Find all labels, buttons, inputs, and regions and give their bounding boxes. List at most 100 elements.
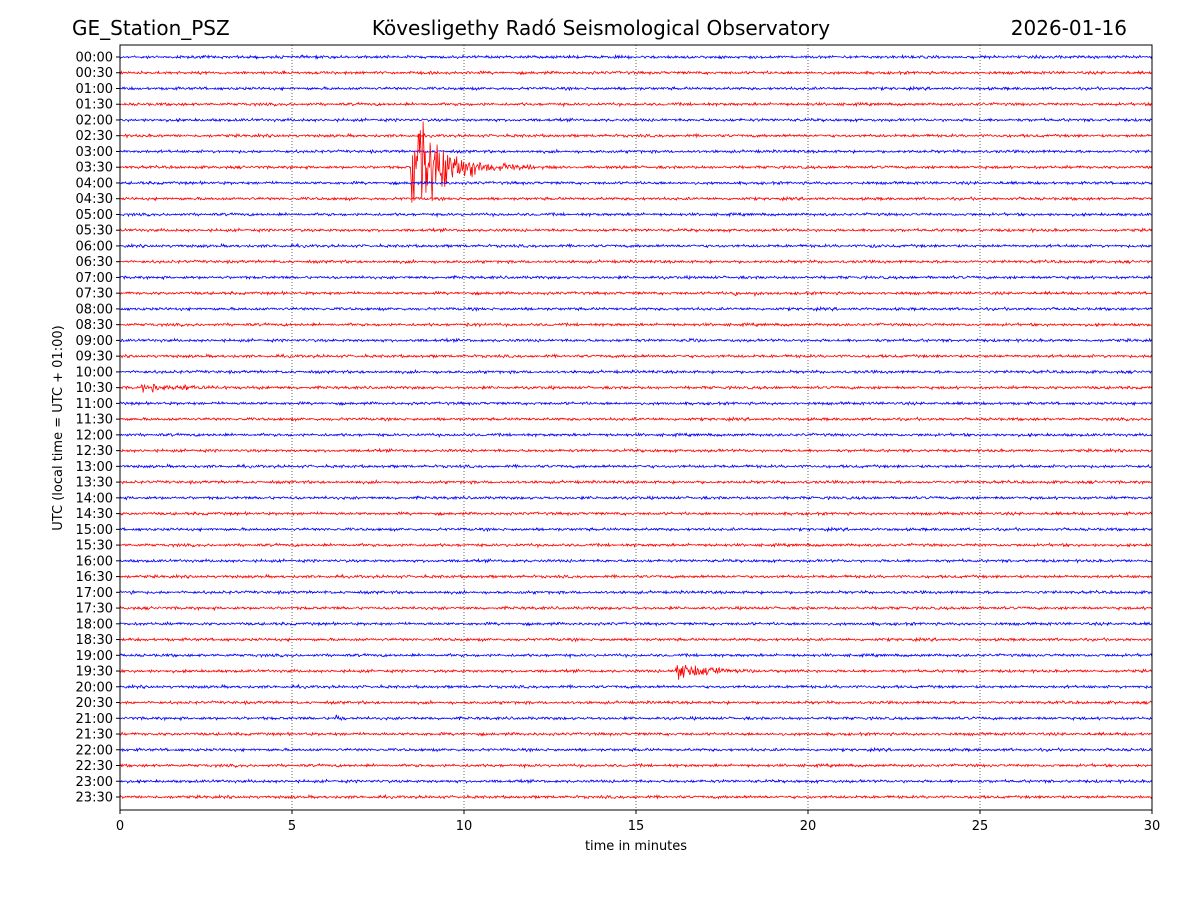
- y-tick-label: 07:00: [76, 271, 113, 286]
- y-tick-label: 19:30: [76, 665, 113, 680]
- y-tick-label: 04:00: [76, 176, 113, 191]
- y-tick-label: 03:00: [76, 145, 113, 160]
- trace-0630: [119, 258, 1152, 265]
- y-tick-label: 11:00: [76, 397, 113, 412]
- y-tick-label: 09:30: [76, 350, 113, 365]
- y-tick-label: 23:00: [76, 775, 113, 790]
- y-tick-label: 03:30: [76, 161, 113, 176]
- x-tick-label: 0: [116, 819, 124, 834]
- y-tick-label: 18:30: [76, 633, 113, 648]
- x-axis-label: time in minutes: [585, 839, 687, 854]
- y-tick-label: 16:00: [76, 554, 113, 569]
- trace-1700: [120, 589, 1153, 596]
- x-tick-label: 5: [288, 819, 296, 834]
- y-tick-label: 22:00: [76, 743, 113, 758]
- trace-1100: [119, 400, 1153, 407]
- y-tick-label: 01:30: [76, 98, 113, 113]
- y-tick-label: 12:30: [76, 444, 113, 459]
- trace-0000: [119, 53, 1153, 60]
- y-tick-label: 01:00: [76, 82, 113, 97]
- y-tick-label: 15:00: [76, 523, 113, 538]
- y-tick-label: 02:30: [76, 129, 113, 144]
- trace-0800: [119, 305, 1153, 313]
- y-tick-label: 05:00: [76, 208, 113, 223]
- trace-0900: [119, 337, 1153, 344]
- trace-0430: [119, 195, 1153, 202]
- y-tick-label: 10:00: [76, 365, 113, 380]
- y-tick-label: 14:00: [76, 491, 113, 506]
- plot-frame: [119, 44, 1153, 811]
- trace-0330: [119, 121, 1153, 203]
- trace-2100: [119, 714, 1152, 722]
- x-tick-label: 10: [456, 819, 473, 834]
- y-tick-label: 13:30: [76, 476, 113, 491]
- trace-0600: [119, 242, 1152, 249]
- y-tick-label: 06:30: [76, 255, 113, 270]
- y-tick-label: 10:30: [76, 381, 113, 396]
- trace-2230: [119, 762, 1152, 769]
- y-tick-label: 04:30: [76, 192, 113, 207]
- y-tick-label: 18:00: [76, 617, 113, 632]
- y-tick-label: 21:30: [76, 728, 113, 743]
- y-tick-label: 09:00: [76, 334, 113, 349]
- chart-title: Kövesligethy Radó Seismological Observat…: [372, 16, 830, 40]
- trace-1730: [119, 605, 1152, 612]
- y-tick-label: 08:30: [76, 318, 113, 333]
- trace-1630: [119, 573, 1153, 580]
- trace-1000: [119, 368, 1153, 375]
- station-label: GE_Station_PSZ: [72, 16, 230, 40]
- trace-1500: [119, 526, 1152, 533]
- trace-0700: [119, 274, 1153, 281]
- trace-1230: [119, 447, 1152, 454]
- trace-1800: [119, 620, 1153, 627]
- trace-1900: [119, 652, 1153, 659]
- trace-0500: [119, 211, 1152, 218]
- y-tick-label: 00:30: [76, 66, 113, 81]
- y-tick-label: 20:30: [76, 696, 113, 711]
- y-tick-label: 05:30: [76, 224, 113, 239]
- date-label: 2026-01-16: [1011, 16, 1127, 40]
- trace-1530: [119, 542, 1152, 549]
- trace-1400: [119, 494, 1153, 501]
- trace-1330: [119, 478, 1152, 486]
- y-tick-label: 17:00: [76, 586, 113, 601]
- y-axis-label: UTC (local time = UTC + 01:00): [51, 325, 66, 530]
- trace-0100: [119, 85, 1153, 92]
- trace-1600: [119, 557, 1153, 564]
- trace-1430: [119, 510, 1153, 517]
- trace-1300: [119, 463, 1153, 470]
- trace-0030: [119, 70, 1153, 76]
- y-tick-label: 06:00: [76, 239, 113, 254]
- y-tick-label: 13:00: [76, 460, 113, 475]
- trace-1930: [119, 664, 1153, 680]
- y-tick-label: 00:00: [76, 51, 113, 66]
- x-tick-label: 15: [628, 819, 645, 834]
- trace-2130: [119, 731, 1152, 738]
- trace-0930: [119, 353, 1153, 359]
- y-tick-label: 02:00: [76, 113, 113, 128]
- trace-0130: [119, 101, 1153, 108]
- trace-0830: [119, 321, 1152, 328]
- y-tick-label: 19:00: [76, 649, 113, 664]
- trace-2200: [119, 746, 1152, 753]
- y-tick-label: 14:30: [76, 507, 113, 522]
- y-tick-label: 15:30: [76, 539, 113, 554]
- y-tick-label: 20:00: [76, 680, 113, 695]
- y-tick-label: 17:30: [76, 602, 113, 617]
- trace-2030: [120, 699, 1152, 706]
- trace-1830: [119, 636, 1152, 643]
- trace-2330: [119, 793, 1153, 800]
- y-tick-label: 23:30: [76, 791, 113, 806]
- trace-0400: [119, 180, 1153, 186]
- trace-1030: [119, 383, 1153, 393]
- trace-0300: [119, 148, 1152, 155]
- trace-0230: [120, 132, 1152, 139]
- trace-2000: [119, 683, 1152, 690]
- trace-1130: [119, 416, 1152, 423]
- trace-0730: [120, 290, 1152, 298]
- trace-1200: [119, 431, 1153, 439]
- trace-2300: [119, 778, 1153, 785]
- y-tick-label: 21:00: [76, 712, 113, 727]
